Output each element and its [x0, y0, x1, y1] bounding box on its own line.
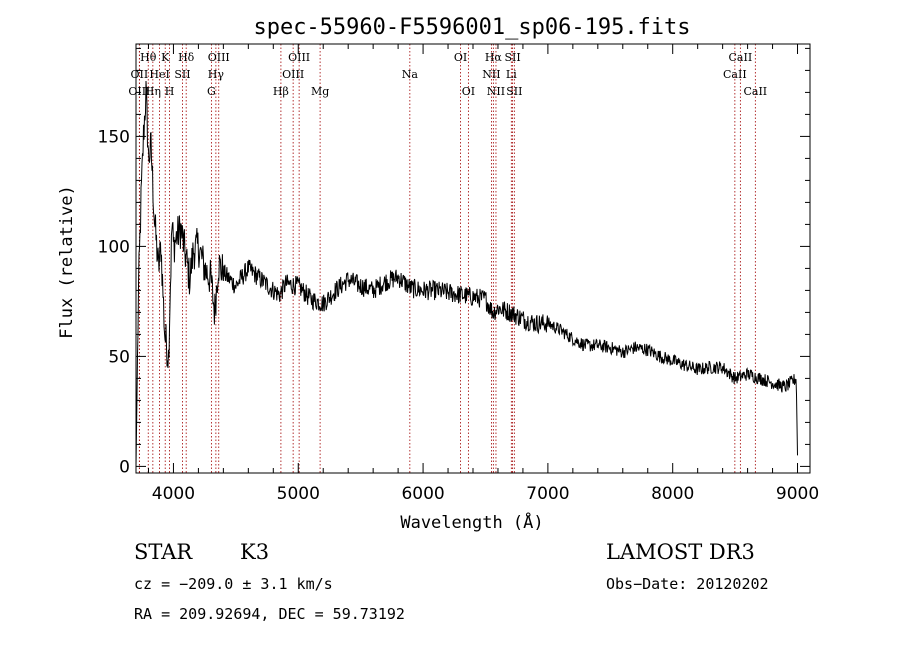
- spectral-line-label: OIII: [128, 85, 150, 98]
- y-tick-label: 0: [119, 457, 130, 477]
- x-tick-label: 9000: [776, 484, 819, 504]
- x-tick-label: 8000: [651, 484, 694, 504]
- object-class: STAR: [134, 540, 193, 564]
- y-tick-label: 100: [98, 237, 130, 257]
- spectrum-line: [135, 80, 798, 467]
- object-subclass: K3: [240, 540, 269, 564]
- y-axis-label: Flux (relative): [57, 185, 77, 339]
- spectral-line-label: OIII: [288, 51, 310, 64]
- spectral-line-label: Hδ: [178, 51, 195, 64]
- chart-title: spec-55960-F5596001_sp06-195.fits: [253, 15, 690, 40]
- y-tick-label: 50: [108, 347, 130, 367]
- spectral-line-label: CaII: [723, 68, 747, 81]
- spectral-line-markers: [138, 44, 756, 473]
- spectral-line-label: Hβ: [273, 85, 289, 98]
- y-axis-ticks: 0 50 100 150: [98, 47, 810, 477]
- spectral-line-label: G: [207, 85, 216, 98]
- coordinates: RA = 209.92694, DEC = 59.73192: [134, 605, 405, 623]
- spectral-line-label: K: [161, 51, 170, 64]
- spectral-line-labels: Hθ OII OIII K HeI Hη Hδ SII H OIII Hγ G OIII OIII Hβ Mg…: [128, 51, 767, 98]
- spectral-line-label: HeI: [149, 68, 169, 81]
- redshift-velocity: cz = −209.0 ± 3.1 km/s: [134, 575, 333, 593]
- spectral-line-label: Hα: [485, 51, 503, 64]
- spectral-line-label: NII: [487, 85, 505, 98]
- spectral-line-label: OI: [454, 51, 467, 64]
- spectral-line-label: SII: [504, 51, 520, 64]
- x-axis-ticks: 4000 5000 6000 7000 8000 9000: [147, 44, 819, 504]
- spectral-line-label: NII: [482, 68, 500, 81]
- spectral-line-label: OII: [131, 68, 149, 81]
- spectral-line-label: Na: [402, 68, 419, 81]
- spectral-line-label: OI: [462, 85, 475, 98]
- spectral-line-label: OIII: [282, 68, 304, 81]
- x-tick-label: 7000: [526, 484, 569, 504]
- plot-frame: [135, 43, 811, 474]
- observation-date: Obs−Date: 20120202: [606, 575, 769, 593]
- y-tick-label: 150: [98, 127, 130, 147]
- spectral-line-label: Hθ: [140, 51, 157, 64]
- spectral-line-label: Hη: [145, 85, 161, 98]
- spectral-line-label: SII: [174, 68, 190, 81]
- spectral-line-label: Hγ: [208, 68, 225, 81]
- spectral-line-label: H: [165, 85, 175, 98]
- spectral-line-label: SII: [506, 85, 522, 98]
- x-axis-label: Wavelength (Å): [400, 511, 543, 533]
- spectral-line-label: CaII: [743, 85, 767, 98]
- x-tick-label: 5000: [277, 484, 320, 504]
- spectral-line-label: Li: [506, 68, 517, 81]
- spectral-line-label: OIII: [208, 51, 230, 64]
- x-tick-label: 4000: [152, 484, 195, 504]
- spectrum-series: [135, 80, 798, 467]
- spectral-line-label: CaII: [729, 51, 753, 64]
- spectral-line-label: Mg: [311, 85, 329, 98]
- survey-name: LAMOST DR3: [606, 540, 755, 564]
- x-tick-label: 6000: [401, 484, 444, 504]
